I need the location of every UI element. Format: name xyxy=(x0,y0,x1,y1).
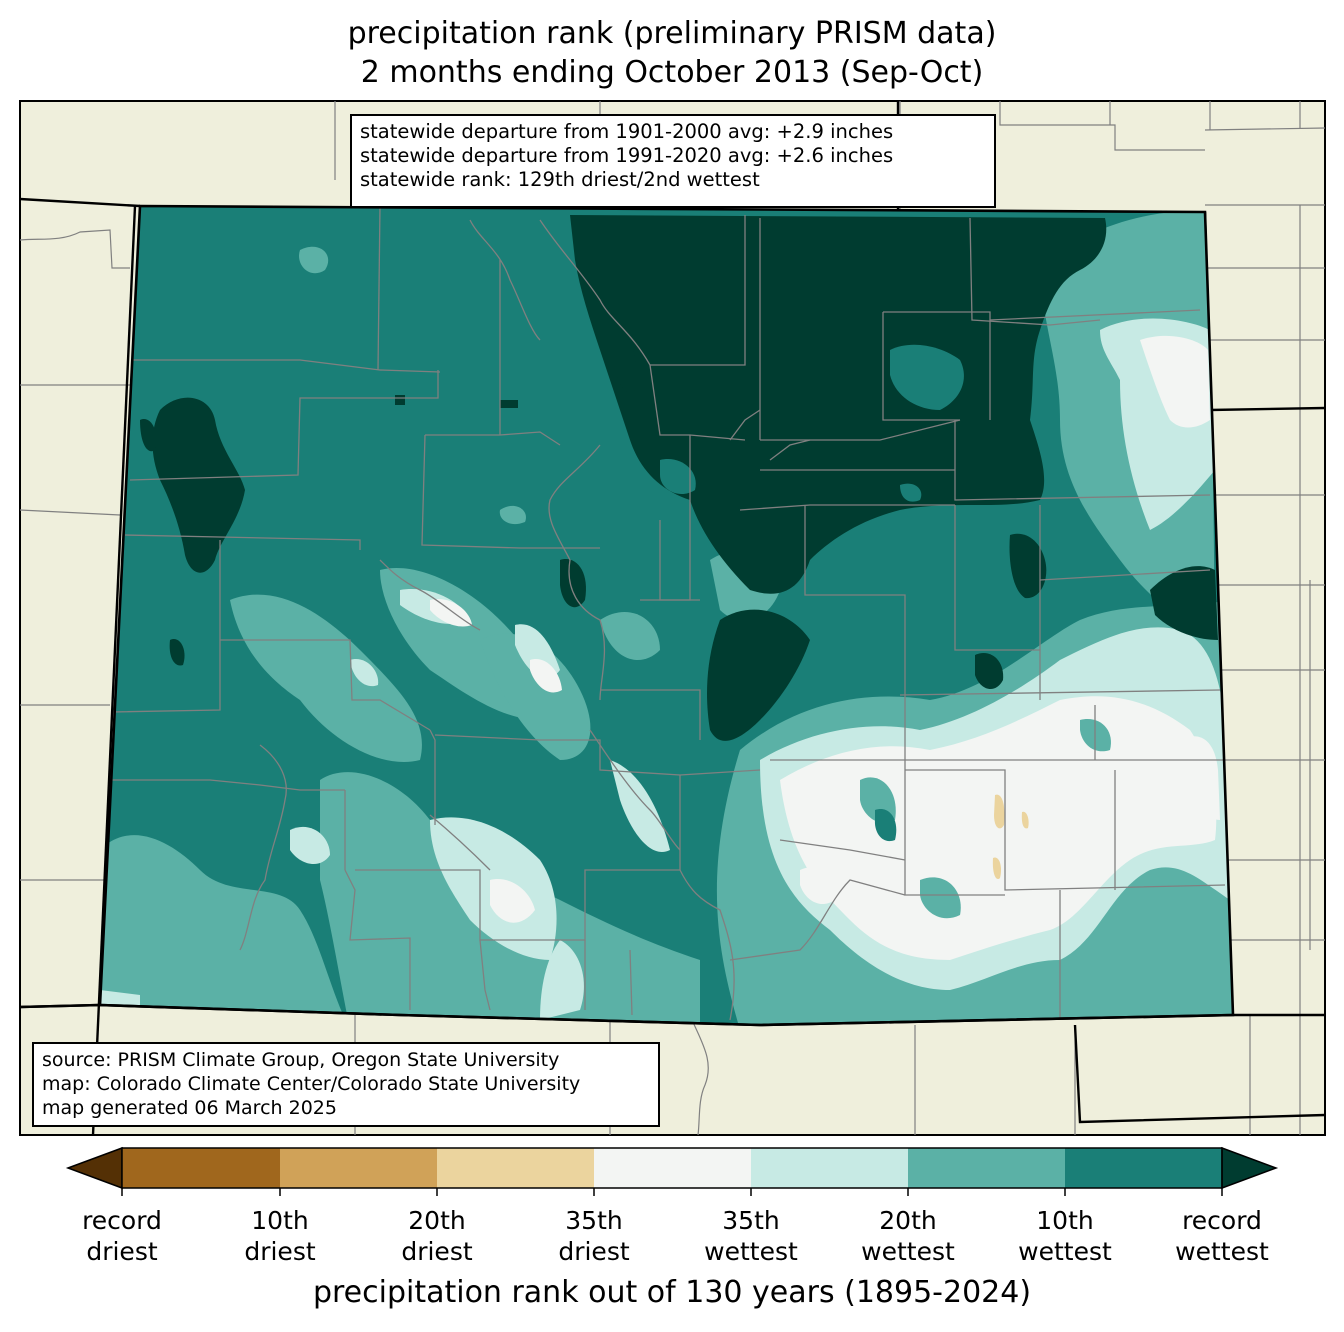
colorbar-tick-label: 10th wettest xyxy=(1018,1206,1112,1266)
precip-field xyxy=(100,206,1233,1025)
stats-departure-1901: statewide departure from 1901-2000 avg: … xyxy=(360,120,894,143)
map-title: precipitation rank (preliminary PRISM da… xyxy=(347,16,997,51)
colorbar-35th-wettest xyxy=(751,1148,908,1188)
statewide-stats-box: statewide departure from 1901-2000 avg: … xyxy=(350,114,996,208)
colorbar-20th-driest xyxy=(280,1148,437,1188)
map-credit-line: map: Colorado Climate Center/Colorado St… xyxy=(42,1073,581,1095)
colorbar-10th-driest xyxy=(122,1148,280,1188)
county-lines xyxy=(109,206,1226,1021)
interstate-boundary-south xyxy=(19,1003,1234,1027)
colorbar-tick-label: 35th driest xyxy=(558,1206,630,1266)
colorbar-tick-label: record wettest xyxy=(1175,1206,1269,1266)
colorbar-tick-label: 20th driest xyxy=(401,1206,473,1266)
colorbar-near-normal xyxy=(594,1148,751,1188)
colorbar-10th-wettest xyxy=(1065,1148,1222,1188)
generated-date-line: map generated 06 March 2025 xyxy=(42,1097,337,1119)
colorbar-tick-label: record driest xyxy=(82,1206,162,1266)
stats-rank: statewide rank: 129th driest/2nd wettest xyxy=(360,168,760,191)
colorbar-tick-label: 35th wettest xyxy=(704,1206,798,1266)
colorbar-tick-label: 10th driest xyxy=(244,1206,316,1266)
source-line: source: PRISM Climate Group, Oregon Stat… xyxy=(42,1049,560,1071)
source-box: source: PRISM Climate Group, Oregon Stat… xyxy=(32,1042,660,1127)
colorbar-35th-driest xyxy=(437,1148,594,1188)
colorbar-tick-label: 20th wettest xyxy=(861,1206,955,1266)
colorbar-title: precipitation rank out of 130 years (189… xyxy=(312,1275,1032,1310)
colorbar-extend-dry xyxy=(65,1146,123,1190)
colorbar xyxy=(65,1146,1279,1196)
colorbar-extend-wet xyxy=(1221,1146,1279,1190)
colorbar-20th-wettest xyxy=(908,1148,1065,1188)
stats-departure-1991: statewide departure from 1991-2020 avg: … xyxy=(360,144,894,167)
map-subtitle: 2 months ending October 2013 (Sep-Oct) xyxy=(360,55,984,90)
